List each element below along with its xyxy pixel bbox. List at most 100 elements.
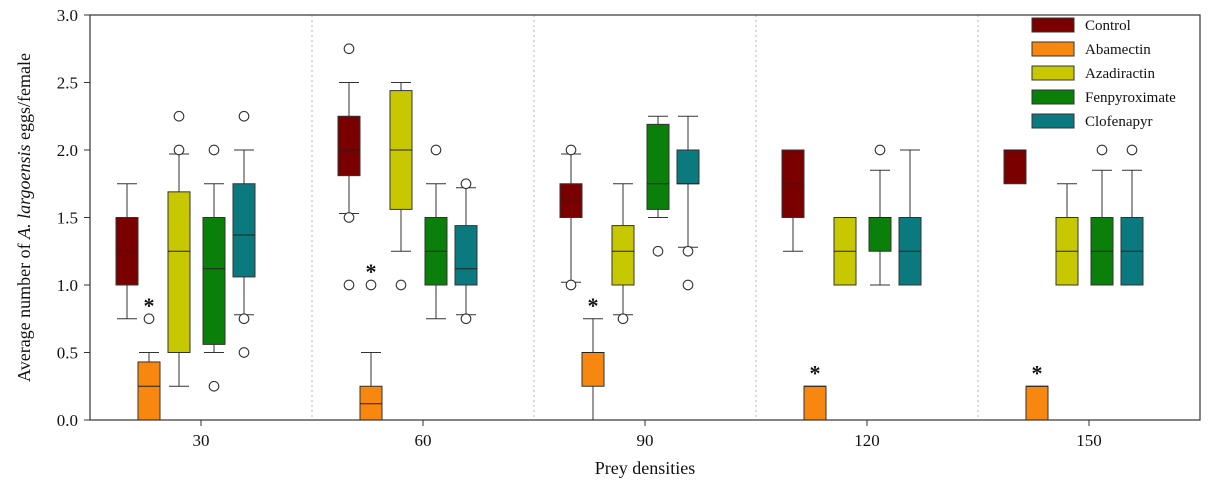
- box-fenpyroximate-90: [646, 115, 670, 257]
- outlier-point: [460, 178, 472, 190]
- box-clofenapyr-30: [232, 110, 256, 358]
- box-azadiractin-30: [167, 110, 191, 387]
- x-tick-label: 120: [854, 431, 880, 450]
- x-tick-label: 60: [415, 431, 432, 450]
- outlier-point: [238, 347, 250, 358]
- outlier-point: [238, 313, 250, 325]
- outlier-point: [173, 144, 185, 156]
- y-tick-label: 0.0: [57, 411, 78, 430]
- box-body: [559, 183, 583, 218]
- y-axis-label-part-1: Average number of: [14, 239, 34, 382]
- box-body: [137, 361, 161, 421]
- y-tick-label: 1.0: [57, 276, 78, 295]
- legend-label: Azadiractin: [1085, 66, 1155, 82]
- box-body: [202, 217, 226, 345]
- box-clofenapyr-120: [898, 149, 922, 286]
- outlier-point: [365, 279, 377, 291]
- box-abamectin-150: *: [1025, 360, 1049, 421]
- outlier-point: [173, 110, 185, 122]
- outlier-point: [1126, 144, 1138, 156]
- outlier-point: [617, 313, 629, 325]
- box-plot-series: * * * * *: [115, 43, 1144, 421]
- box-body: [454, 225, 478, 286]
- outlier-point: [343, 279, 355, 291]
- box-fenpyroximate-120: [868, 144, 892, 286]
- legend-swatch: [1031, 17, 1075, 33]
- y-tick-label: 1.5: [57, 209, 78, 228]
- box-body: [167, 191, 191, 353]
- box-body: [337, 115, 361, 177]
- outlier-point: [343, 212, 355, 223]
- x-tick-label: 30: [193, 431, 210, 450]
- outlier-point: [460, 313, 472, 325]
- box-clofenapyr-60: [454, 178, 478, 325]
- y-axis-label-species: A. largoensis: [14, 145, 34, 240]
- outlier-point: [682, 245, 694, 257]
- box-clofenapyr-90: [676, 115, 700, 291]
- legend-swatch: [1031, 113, 1075, 129]
- outlier-point: [565, 144, 577, 156]
- legend-label: Fenpyroximate: [1085, 90, 1176, 106]
- legend-swatch: [1031, 41, 1075, 57]
- box-fenpyroximate-30: [202, 144, 226, 392]
- box-abamectin-30: *: [137, 293, 161, 421]
- significance-star: *: [366, 259, 377, 284]
- x-tick-label: 150: [1076, 431, 1102, 450]
- box-body: [676, 149, 700, 185]
- box-control-30: [115, 183, 139, 320]
- box-body: [581, 352, 605, 387]
- box-body: [232, 183, 256, 278]
- x-tick-label: 90: [637, 431, 654, 450]
- box-abamectin-60: *: [359, 259, 383, 421]
- legend-label: Abamectin: [1085, 42, 1151, 58]
- box-azadiractin-150: [1055, 183, 1079, 286]
- outlier-point: [208, 380, 220, 392]
- outlier-point: [238, 110, 250, 122]
- box-control-120: [781, 149, 805, 252]
- y-tick-label: 3.0: [57, 6, 78, 25]
- box-body: [359, 385, 383, 421]
- outlier-point: [565, 279, 577, 291]
- y-axis-label-part-3: eggs/female: [14, 53, 34, 144]
- outlier-point: [874, 144, 886, 156]
- y-tick-label: 2.0: [57, 141, 78, 160]
- significance-star: *: [810, 360, 821, 385]
- box-abamectin-90: *: [581, 293, 605, 421]
- outlier-point: [430, 144, 442, 156]
- y-tick-label: 2.5: [57, 74, 78, 93]
- box-fenpyroximate-150: [1090, 144, 1114, 286]
- x-axis: 30 60 90 120 150: [193, 420, 1102, 450]
- outlier-point: [1096, 144, 1108, 156]
- significance-star: *: [144, 293, 155, 318]
- y-axis: 0.0 0.5 1.0 1.5 2.0 2.5 3.0: [57, 6, 90, 430]
- outlier-point: [395, 279, 407, 291]
- legend-label: Clofenapyr: [1085, 114, 1152, 130]
- legend: Control Abamectin Azadiractin Fenpyroximate…: [1031, 17, 1176, 130]
- box-body: [803, 385, 827, 421]
- y-axis-label: Average number of A. largoensis eggs/fem…: [14, 53, 34, 382]
- legend-swatch: [1031, 65, 1075, 81]
- outlier-point: [682, 279, 694, 291]
- legend-swatch: [1031, 89, 1075, 105]
- significance-star: *: [1032, 360, 1043, 385]
- box-body: [611, 225, 635, 286]
- box-azadiractin-120: [833, 217, 857, 286]
- box-azadiractin-90: [611, 183, 635, 325]
- outlier-point: [652, 245, 664, 257]
- box-fenpyroximate-60: [424, 144, 448, 320]
- significance-star: *: [588, 293, 599, 318]
- box-body: [1025, 385, 1049, 421]
- box-clofenapyr-150: [1120, 144, 1144, 286]
- outlier-point: [343, 43, 355, 55]
- box-control-60: [337, 43, 361, 291]
- y-tick-label: 0.5: [57, 344, 78, 363]
- box-control-90: [559, 144, 583, 291]
- box-control-150: [1003, 149, 1027, 185]
- outlier-point: [208, 144, 220, 156]
- legend-label: Control: [1085, 18, 1131, 34]
- outlier-point: [143, 313, 155, 325]
- box-body: [646, 123, 670, 210]
- box-abamectin-120: *: [803, 360, 827, 421]
- x-axis-label: Prey densities: [595, 458, 696, 478]
